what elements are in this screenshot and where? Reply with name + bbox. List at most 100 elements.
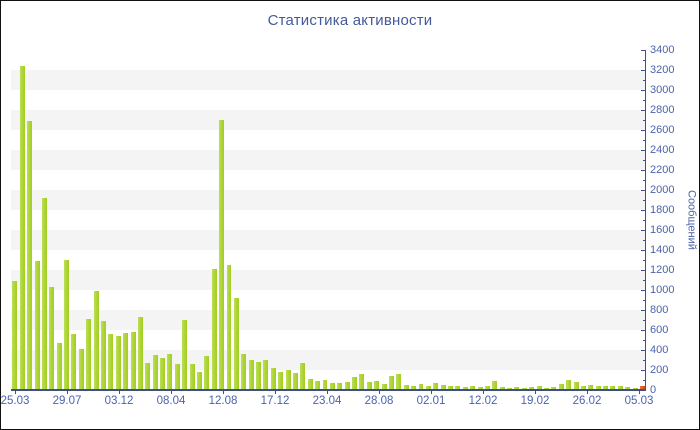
bar xyxy=(603,385,609,390)
chart-title: Статистика активности xyxy=(267,12,433,29)
y-major-tick xyxy=(641,249,646,251)
x-tick-label: 28.08 xyxy=(364,395,394,407)
bar xyxy=(233,297,239,390)
bar xyxy=(529,387,535,390)
bar xyxy=(462,387,468,390)
y-minor-tick xyxy=(643,59,646,61)
y-tick-label: 1600 xyxy=(650,224,675,236)
x-tick xyxy=(119,390,120,394)
bar xyxy=(507,387,513,390)
y-tick-label: 1800 xyxy=(650,204,675,216)
bar xyxy=(108,333,114,390)
bar xyxy=(433,382,439,390)
y-tick-label: 3000 xyxy=(650,84,675,96)
y-major-tick xyxy=(641,189,646,191)
bar xyxy=(514,387,520,390)
bar xyxy=(573,381,579,390)
bar xyxy=(499,386,505,390)
y-tick-label: 2400 xyxy=(650,144,675,156)
y-major-tick xyxy=(641,329,646,331)
bar xyxy=(300,362,306,390)
y-major-tick xyxy=(641,229,646,231)
bar xyxy=(204,356,210,390)
bar xyxy=(617,385,623,390)
bar xyxy=(19,66,25,390)
bar xyxy=(374,380,380,390)
y-tick-label: 0 xyxy=(650,384,657,396)
bar xyxy=(588,385,594,390)
y-tick-label: 200 xyxy=(650,364,669,376)
bar xyxy=(544,387,549,390)
bar xyxy=(167,353,173,390)
x-tick xyxy=(587,390,588,394)
y-tick-label: 2600 xyxy=(650,124,675,136)
bar xyxy=(595,386,601,390)
y-axis-title: Сообщений xyxy=(685,190,698,250)
bar xyxy=(64,260,70,390)
x-tick xyxy=(379,390,380,394)
bar xyxy=(219,119,225,390)
bar xyxy=(145,363,151,390)
y-tick-label: 600 xyxy=(650,324,669,336)
y-major-tick xyxy=(641,50,646,51)
bar xyxy=(352,377,358,390)
y-major-tick xyxy=(641,69,646,71)
x-tick-label: 25.03 xyxy=(0,395,30,407)
bar xyxy=(580,386,586,390)
bar xyxy=(632,387,638,390)
y-major-tick xyxy=(641,169,646,171)
bar xyxy=(366,381,372,390)
y-minor-tick xyxy=(643,179,646,181)
y-minor-tick xyxy=(643,319,646,321)
bar xyxy=(381,383,387,390)
bar xyxy=(12,281,18,390)
y-major-tick xyxy=(641,309,646,311)
bar xyxy=(477,387,483,390)
y-minor-tick xyxy=(643,99,646,101)
x-tick-label: 19.02 xyxy=(520,395,550,407)
bar xyxy=(174,364,180,390)
x-tick xyxy=(535,390,536,394)
bar xyxy=(411,385,417,390)
bar xyxy=(492,380,498,390)
bar xyxy=(484,386,490,390)
y-major-tick xyxy=(641,89,646,91)
x-tick-label: 26.02 xyxy=(572,395,602,407)
y-major-tick xyxy=(641,109,646,111)
x-tick-label: 12.02 xyxy=(468,395,498,407)
x-tick xyxy=(431,390,432,394)
bar xyxy=(123,332,129,390)
bar xyxy=(226,264,232,390)
bar xyxy=(196,371,202,390)
y-tick-label: 1400 xyxy=(650,244,675,256)
bar xyxy=(285,370,291,390)
plot-area xyxy=(11,50,646,391)
bar xyxy=(137,316,143,390)
x-tick xyxy=(639,390,640,394)
bar xyxy=(551,387,557,390)
bar xyxy=(558,384,564,390)
bar xyxy=(256,361,262,390)
y-tick-label: 1000 xyxy=(650,284,675,296)
bar xyxy=(455,385,461,390)
bar xyxy=(440,384,446,390)
y-minor-tick xyxy=(643,299,646,301)
bar xyxy=(34,261,40,390)
y-minor-tick xyxy=(643,339,646,341)
bar xyxy=(248,360,254,390)
y-major-tick xyxy=(641,369,646,371)
x-tick-label: 05.03 xyxy=(624,395,654,407)
y-tick-label: 400 xyxy=(650,344,669,356)
bar xyxy=(470,386,476,390)
bar xyxy=(359,373,365,390)
bar xyxy=(448,386,453,390)
x-tick-label: 12.08 xyxy=(208,395,238,407)
y-major-tick xyxy=(641,209,646,211)
bar xyxy=(396,373,402,390)
y-minor-tick xyxy=(643,359,646,361)
bar xyxy=(211,268,217,390)
bar xyxy=(315,381,321,390)
bar xyxy=(344,381,350,390)
y-tick-label: 2200 xyxy=(650,164,675,176)
y-minor-tick xyxy=(643,279,646,281)
